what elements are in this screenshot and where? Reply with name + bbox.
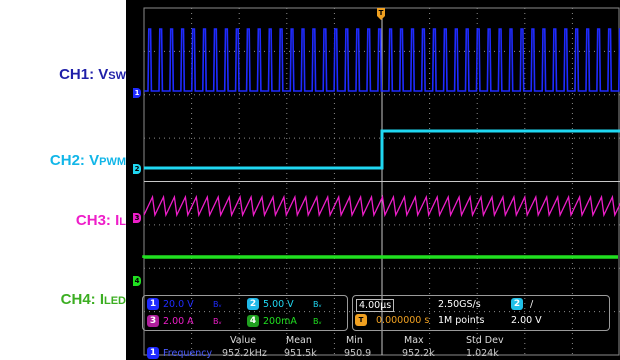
ch3-ground-marker[interactable]: 3 (133, 213, 141, 223)
ch4-label: CH4: ILED (61, 291, 126, 309)
measurement-header-mean: Mean (286, 335, 312, 346)
ch1-ground-marker[interactable]: 1 (133, 88, 141, 98)
ch2-ground-marker[interactable]: 2 (133, 164, 141, 174)
ch1-bandwidth-limit-icon: Bᵥ (213, 300, 222, 309)
trigger-offset-icon: T (355, 314, 367, 326)
ch1-trace (144, 28, 620, 92)
ch3-label-name: CH3: I (75, 212, 120, 229)
ch4-label-name: CH4: I (60, 291, 104, 308)
channel-settings-panel (142, 295, 348, 331)
ch4-trace (142, 255, 618, 259)
ch3-marker-label: 3 (134, 214, 140, 222)
timebase-panel (352, 295, 610, 331)
measurement-max: 952.2k (402, 348, 435, 359)
trigger-slope-icon: ∕ (530, 299, 534, 310)
ch2-bandwidth-limit-icon: Bᵥ (313, 300, 322, 309)
measurement-value: 952.2kHz (222, 348, 267, 359)
trigger-level: 2.00 V (511, 315, 542, 326)
ch4-label-sub: LED (104, 295, 126, 307)
ch1-label-sub: SW (108, 70, 126, 82)
ch1-label: CH1: VSW (59, 66, 126, 84)
ch2-label: CH2: VPWM (50, 152, 126, 170)
waveform-display: T (142, 7, 620, 356)
oscilloscope-screen: T 1 2 3 4 1 20.0 V Bᵥ 2 5.00 V Bᵥ 3 2.00 A Bᵥ 4 20… (126, 0, 620, 360)
ch1-scale: 20.0 V (163, 299, 194, 310)
ch4-badge[interactable]: 4 (247, 315, 259, 327)
measurement-mean: 951.5k (284, 348, 317, 359)
ch3-badge[interactable]: 3 (147, 315, 159, 327)
measurement-header-max: Max (404, 335, 424, 346)
ch1-badge[interactable]: 1 (147, 298, 159, 310)
horizontal-scale[interactable]: 4.00µs (356, 299, 395, 312)
ch2-label-sub: PWM (99, 156, 126, 168)
measurement-header-std-dev: Std Dev (466, 335, 504, 346)
sample-rate: 2.50GS/s (438, 299, 481, 310)
trigger-icon (377, 8, 385, 20)
ch3-label: CH3: IL (76, 212, 126, 230)
measurement-header-value: Value (230, 335, 257, 346)
ch4-marker-label: 4 (134, 277, 140, 285)
trigger-offset: 0.000000 s (376, 315, 430, 326)
trigger-marker-label: T (379, 9, 384, 17)
measurement-std: 1.024k (466, 348, 499, 359)
ch2-scale: 5.00 V (263, 299, 294, 310)
measurement-name: Frequency (163, 348, 213, 359)
waveform-traces (142, 28, 620, 259)
ch2-badge[interactable]: 2 (247, 298, 259, 310)
measurement-header-min: Min (346, 335, 363, 346)
ch4-bandwidth-limit-icon: Bᵥ (313, 317, 322, 326)
ch1-marker-label: 1 (134, 89, 140, 97)
record-length: 1M points (438, 315, 485, 326)
ch4-ground-marker[interactable]: 4 (133, 276, 141, 286)
ch2-marker-label: 2 (134, 165, 140, 173)
ch3-bandwidth-limit-icon: Bᵥ (213, 317, 222, 326)
ch3-label-sub: L (119, 216, 126, 228)
ch3-trace (143, 194, 620, 218)
ch4-scale: 200mA (263, 316, 297, 327)
measurement-min: 950.9 (344, 348, 372, 359)
trigger-position-marker[interactable]: T (377, 8, 385, 20)
ch1-label-name: CH1: V (59, 66, 109, 83)
ch2-trace (144, 129, 620, 170)
measurement-channel-badge[interactable]: 1 (147, 347, 159, 359)
ch3-scale: 2.00 A (163, 316, 194, 327)
ch2-label-name: CH2: V (49, 152, 100, 169)
trigger-channel-badge[interactable]: 2 (511, 298, 523, 310)
